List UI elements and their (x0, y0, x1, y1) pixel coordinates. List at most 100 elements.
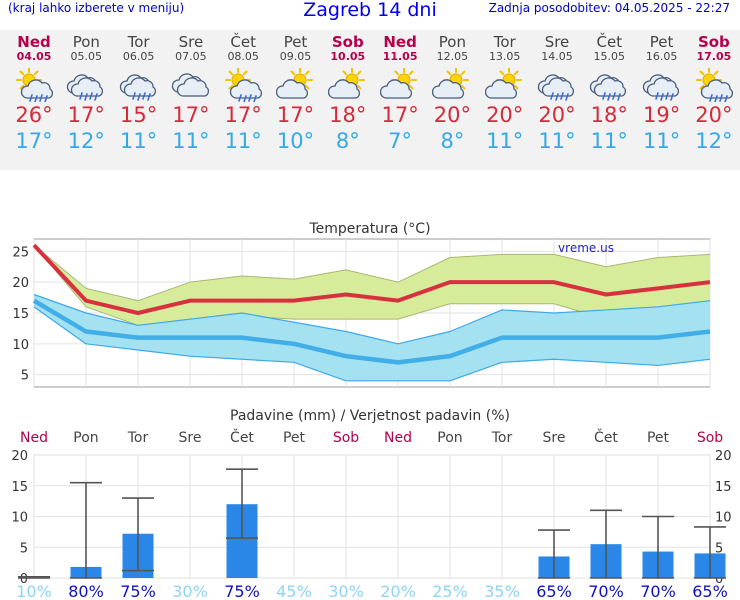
x-tick-label: Pon (437, 430, 462, 446)
day-date: 17.05 (696, 50, 732, 63)
x-tick-label: Čet (594, 428, 618, 446)
day-column: Čet 08.05 17° 11° (217, 30, 269, 154)
day-name: Pet (283, 33, 308, 51)
x-tick-label: Ned (20, 430, 48, 446)
y-tick-label-right: 0 (715, 572, 723, 587)
min-temp-range-band (34, 294, 710, 381)
precip-probability: 30% (172, 582, 208, 600)
day-name: Sob (331, 33, 364, 51)
y-tick-label: 25 (12, 245, 29, 260)
max-temp: 18° (590, 103, 628, 127)
cloud-rain-icon (531, 68, 583, 102)
watermark: vreme.us (558, 241, 614, 255)
cloud-rain-icon (583, 68, 635, 102)
max-temp: 20° (486, 103, 524, 127)
max-temp: 17° (276, 103, 315, 127)
x-tick-label: Pet (283, 430, 306, 446)
rain-range-whisker (70, 481, 102, 579)
min-temp-range-edge (33, 293, 711, 345)
day-column: Čet 15.05 18° 11° (583, 30, 635, 154)
day-column: Pon 12.05 20° 8° (426, 30, 478, 154)
precip-probability: 80% (68, 582, 104, 600)
day-name: Čet (230, 33, 256, 51)
temperature-chart: Temperatura (°C) 5 10 15 20 25 vreme.us (12, 221, 711, 388)
max-temp: 17° (67, 103, 105, 127)
precip-probability: 75% (120, 582, 156, 600)
temperature-chart-title: Temperatura (°C) (308, 221, 430, 237)
day-name: Tor (127, 33, 150, 51)
max-temp-range-band (34, 245, 710, 326)
sun-cloud-rain-icon (688, 67, 740, 103)
y-tick-label-left: 10 (11, 511, 28, 526)
day-name: Sob (697, 33, 730, 51)
y-tick-label-left: 15 (11, 480, 28, 495)
max-temp: 20° (433, 103, 471, 127)
precip-probability: 35% (484, 582, 520, 600)
min-temp: 8° (440, 129, 465, 153)
day-date: 11.05 (382, 50, 418, 63)
day-column: Pet 16.05 19° 11° (636, 30, 688, 154)
sun-cloud-icon (426, 67, 478, 102)
day-column: Sre 07.05 17° 11° (165, 30, 217, 154)
day-column: Tor 13.05 20° 11° (479, 30, 531, 154)
day-date: 16.05 (645, 50, 678, 63)
x-tick-label: Čet (230, 428, 254, 446)
precip-probability: 20% (380, 582, 416, 600)
precip-probability: 10% (16, 582, 52, 600)
max-temp: 17° (224, 103, 262, 127)
y-tick-label-left: 5 (20, 541, 28, 556)
x-tick-label: Pet (647, 430, 670, 446)
y-tick-label: 20 (12, 276, 29, 291)
day-column: Tor 06.05 15° 11° (113, 30, 165, 154)
day-column: Pet 09.05 17° 10° (270, 30, 322, 154)
max-temp: 20° (695, 103, 733, 127)
max-temp: 26° (15, 103, 53, 127)
rain-drops-icon (654, 92, 674, 101)
day-date: 12.05 (436, 50, 469, 63)
cloud-rain-icon (60, 68, 112, 102)
day-date: 09.05 (279, 50, 312, 63)
day-name: Ned (383, 33, 417, 51)
x-tick-label: Pon (73, 430, 98, 446)
min-temp: 11° (486, 129, 524, 153)
day-date: 10.05 (330, 50, 366, 63)
precipitation-chart-title: Padavine (mm) / Verjetnost padavin (%) (230, 408, 510, 424)
y-tick-label-right: 5 (715, 541, 723, 556)
day-date: 08.05 (227, 50, 259, 63)
sun-cloud-icon (322, 67, 374, 102)
y-tick-label-left: 0 (20, 572, 28, 587)
min-temp: 11° (119, 129, 158, 153)
precip-probability: 25% (432, 582, 468, 600)
rain-range-whisker (122, 497, 154, 572)
x-tick-label: Sob (333, 430, 359, 446)
day-date: 05.05 (70, 50, 103, 63)
precip-probability: 65% (536, 582, 572, 600)
max-temp-line (32, 243, 711, 315)
day-column: Sob 17.05 20° 12° (688, 30, 740, 154)
min-temp: 12° (67, 129, 105, 153)
rain-range-whisker (18, 575, 50, 579)
min-temp: 12° (695, 129, 733, 153)
min-temp-line (32, 298, 711, 365)
precip-probability: 65% (692, 582, 728, 600)
x-tick-label: Tor (491, 430, 513, 446)
day-name: Pon (72, 33, 100, 51)
day-date: 04.05 (16, 50, 52, 63)
max-temp: 19° (642, 103, 681, 127)
max-temp-range-edge (33, 244, 711, 302)
day-name: Pon (438, 33, 466, 51)
x-tick-label: Ned (384, 430, 412, 446)
day-column: Ned 04.05 26° 17° (8, 30, 60, 154)
day-date: 07.05 (175, 50, 207, 63)
max-temp: 20° (538, 103, 576, 127)
rain-drops-icon (29, 94, 48, 103)
day-column: Ned 11.05 17° 7° (374, 30, 426, 154)
rain-drops-icon (550, 92, 569, 101)
min-temp: 11° (642, 129, 681, 153)
cloud-icon (165, 68, 217, 102)
min-temp: 10° (276, 129, 315, 153)
y-tick-label-right: 15 (715, 480, 732, 495)
sun-cloud-icon (374, 67, 426, 102)
day-name: Tor (493, 33, 516, 51)
rain-drops-icon (238, 94, 257, 103)
